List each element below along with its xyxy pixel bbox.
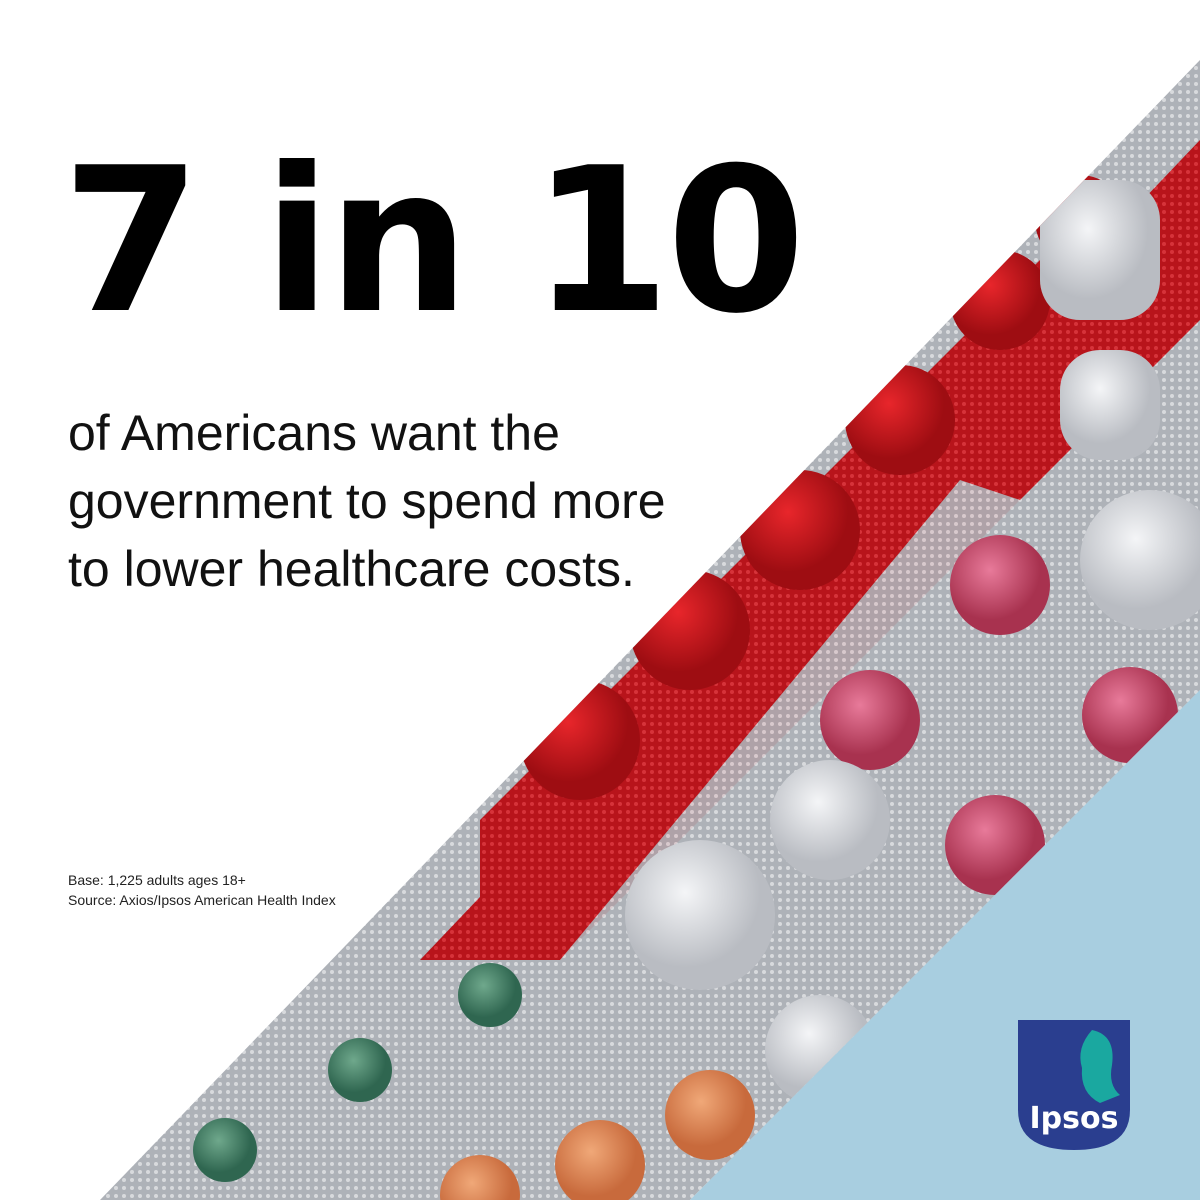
headline-line: of Americans want the [68,405,560,461]
footnote: Source: Axios/Ipsos American Health Inde… [68,892,336,908]
headline-stat: 7 in 10 [62,125,802,358]
logo-text: Ipsos [1030,1101,1119,1136]
headline-line: to lower healthcare costs. [68,541,635,597]
footnote: Base: 1,225 adults ages 18+ [68,872,246,888]
headline-line: government to spend more [68,473,666,529]
ipsos-logo: Ipsos [1018,1020,1130,1150]
